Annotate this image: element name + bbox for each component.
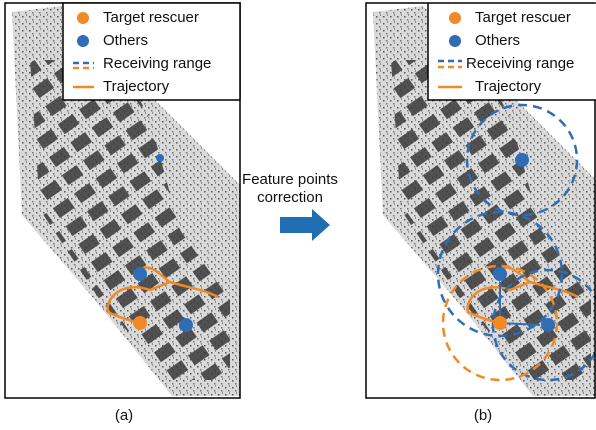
legend-label: Receiving range <box>103 55 211 72</box>
legend-label: Target rescuer <box>103 9 199 26</box>
legend-label: Others <box>475 32 520 49</box>
legend-label: Others <box>103 32 148 49</box>
legend-swatch <box>449 35 461 47</box>
target-marker <box>133 316 147 330</box>
legend-label: Trajectory <box>103 78 170 95</box>
other-marker <box>156 154 164 162</box>
other-marker <box>133 267 147 281</box>
legend-label: Trajectory <box>475 78 542 95</box>
legend-swatch <box>449 12 461 24</box>
legend-label: Target rescuer <box>475 9 571 26</box>
arrow-label: correction <box>257 189 323 206</box>
other-marker <box>541 318 555 332</box>
caption: (b) <box>474 407 492 424</box>
caption: (a) <box>115 407 133 424</box>
figure: Target rescuer Others Receiving range Tr… <box>0 0 596 430</box>
target-marker <box>493 316 507 330</box>
legend-label: Receiving range <box>466 55 574 72</box>
legend: Target rescuer Others Receiving range Tr… <box>63 3 240 100</box>
legend: Target rescuer Others Receiving range Tr… <box>428 3 596 100</box>
other-marker <box>493 267 507 281</box>
arrow <box>280 209 330 241</box>
legend-swatch <box>77 12 89 24</box>
legend-swatch <box>77 35 89 47</box>
arrow-label: Feature points <box>242 171 338 188</box>
other-marker <box>515 153 529 167</box>
other-marker <box>179 318 193 332</box>
page: {"legend": ["Target rescuer", "Others", … <box>0 0 596 430</box>
